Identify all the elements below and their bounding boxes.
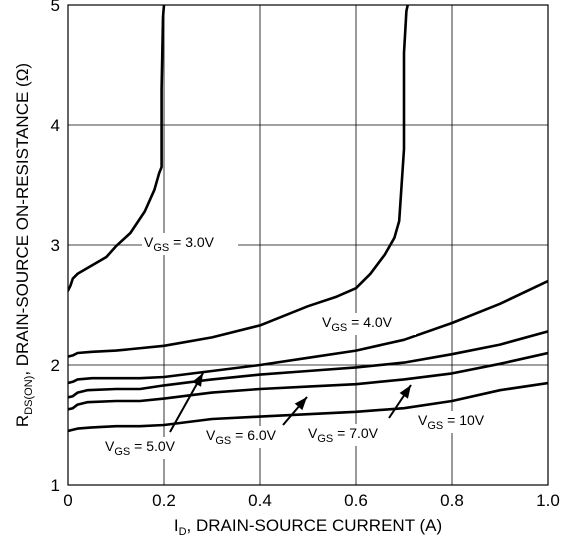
y-tick-label-1: 2 [51,356,60,375]
y-axis-title: RDS(ON), DRAIN-SOURCE ON-RESISTANCE (Ω) [13,63,35,427]
x-tick-label-3: 0.6 [344,491,368,510]
y-tick-label-3: 4 [51,116,60,135]
x-tick-label-2: 0.4 [248,491,272,510]
y-tick-label-2: 3 [51,236,60,255]
x-tick-label-5: 1.0 [536,491,560,510]
x-tick-label-1: 0.2 [152,491,176,510]
x-axis-title: ID, DRAIN-SOURCE CURRENT (A) [174,516,442,538]
y-tick-label-4: 5 [51,0,60,15]
x-tick-label-4: 0.8 [440,491,464,510]
x-ticks: 0 0.2 0.4 0.6 0.8 1.0 [63,491,560,510]
x-tick-label-0: 0 [63,491,72,510]
y-tick-label-0: 1 [51,476,60,495]
y-ticks: 1 2 3 4 5 [51,0,60,495]
